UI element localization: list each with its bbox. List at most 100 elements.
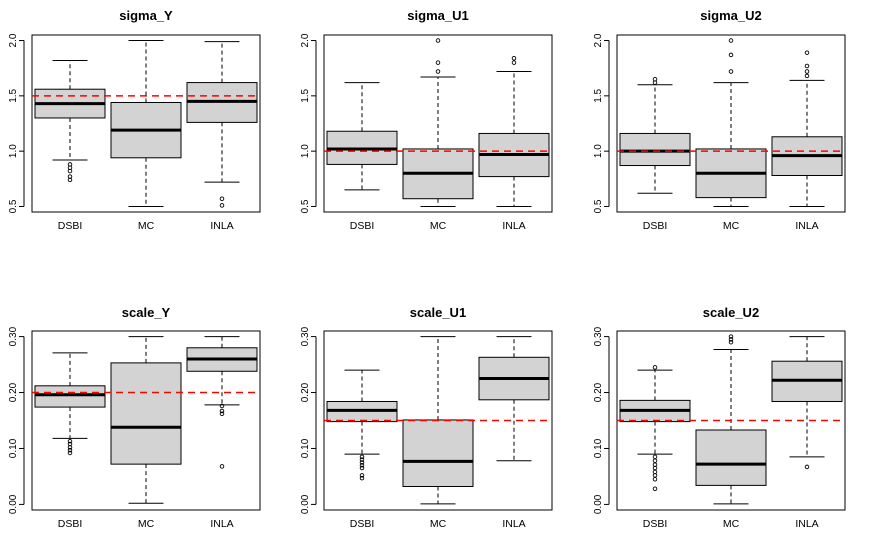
box-dsbi xyxy=(326,82,398,191)
iqr-box xyxy=(110,362,182,465)
x-tick-label: INLA xyxy=(795,518,818,530)
outlier-point xyxy=(728,69,734,74)
box-mc xyxy=(110,40,182,207)
y-tick-label: 2.0 xyxy=(300,33,311,47)
x-tick-label: MC xyxy=(723,518,740,530)
iqr-box xyxy=(695,429,767,486)
outlier-point xyxy=(67,441,73,447)
y-tick-label: 1.0 xyxy=(8,144,19,158)
x-tick-label: MC xyxy=(138,518,155,530)
outlier-point xyxy=(219,464,225,469)
box-mc xyxy=(695,38,767,207)
iqr-box xyxy=(619,132,691,167)
panel-title: sigma_U1 xyxy=(407,8,468,23)
y-tick-label: 0.5 xyxy=(8,199,19,213)
x-tick-label: MC xyxy=(138,220,155,232)
y-tick-label: 0.10 xyxy=(8,438,19,458)
outlier-point xyxy=(219,203,225,208)
panel-title: scale_Y xyxy=(122,305,171,320)
iqr-box xyxy=(34,385,106,408)
outlier-point xyxy=(652,76,658,82)
outlier-point xyxy=(67,438,73,444)
outlier-point xyxy=(728,337,734,342)
outlier-point xyxy=(359,465,365,471)
outlier-point xyxy=(511,60,517,65)
plot-frame xyxy=(616,34,846,213)
y-tick-label: 1.0 xyxy=(593,144,604,158)
outlier-point xyxy=(652,458,658,464)
outlier-point xyxy=(804,73,810,79)
y-tick-label: 0.20 xyxy=(8,382,19,402)
outlier-point xyxy=(67,162,73,167)
box-inla xyxy=(478,336,550,462)
y-tick-label: 0.30 xyxy=(593,326,604,346)
outlier-point xyxy=(359,475,365,481)
outlier-point xyxy=(728,38,734,43)
outlier-point xyxy=(511,55,517,61)
outlier-point xyxy=(219,403,225,409)
x-tick-label: INLA xyxy=(502,518,525,530)
x-tick-label: MC xyxy=(430,518,447,530)
box-inla xyxy=(771,336,843,470)
outlier-point xyxy=(359,463,365,468)
box-mc xyxy=(695,334,767,505)
box-dsbi xyxy=(326,369,398,481)
outlier-point xyxy=(804,50,810,55)
plot-frame xyxy=(31,330,261,511)
box-dsbi xyxy=(619,76,691,194)
panel-title: scale_U1 xyxy=(410,305,466,320)
outlier-point xyxy=(67,447,73,453)
x-tick-label: DSBI xyxy=(643,220,668,232)
outlier-point xyxy=(67,174,73,179)
outlier-point xyxy=(359,454,365,460)
panel-title: sigma_Y xyxy=(119,8,173,23)
y-tick-label: 0.30 xyxy=(8,326,19,346)
outlier-point xyxy=(435,38,441,43)
y-tick-label: 0.10 xyxy=(593,438,604,458)
box-mc xyxy=(110,336,182,504)
outlier-point xyxy=(435,69,441,74)
x-tick-label: INLA xyxy=(795,220,818,232)
x-tick-label: INLA xyxy=(502,220,525,232)
box-inla xyxy=(186,336,258,469)
box-dsbi xyxy=(34,59,106,183)
plot-frame xyxy=(31,34,261,213)
panel-title: scale_U2 xyxy=(703,305,759,320)
outlier-point xyxy=(219,408,225,414)
panel-sigma-u2: sigma_U2 0.5 1.0 1.5 2.0 DSBI MC INLA xyxy=(593,8,846,232)
panel-sigma-y: sigma_Y 0.5 1.0 1.5 2.0 DSBI MC INLA xyxy=(8,8,261,232)
y-tick-label: 0.5 xyxy=(593,199,604,213)
x-tick-label: INLA xyxy=(210,220,233,232)
y-tick-label: 0.10 xyxy=(300,438,311,458)
y-tick-label: 0.20 xyxy=(593,382,604,402)
outlier-point xyxy=(652,476,658,482)
y-tick-label: 0.00 xyxy=(8,494,19,514)
box-inla xyxy=(478,55,550,207)
y-tick-label: 0.00 xyxy=(300,494,311,514)
x-tick-label: DSBI xyxy=(350,220,375,232)
box-dsbi xyxy=(619,365,691,491)
outlier-point xyxy=(359,457,365,462)
panel-scale-y: scale_Y 0.00 0.10 0.20 0.30 DSBI MC INLA xyxy=(8,305,261,530)
box-mc xyxy=(402,38,474,207)
x-tick-label: DSBI xyxy=(643,518,668,530)
outlier-point xyxy=(219,196,225,201)
x-tick-label: MC xyxy=(430,220,447,232)
outlier-point xyxy=(804,464,810,470)
y-tick-label: 0.5 xyxy=(300,199,311,213)
y-tick-label: 2.0 xyxy=(8,33,19,47)
y-tick-label: 2.0 xyxy=(593,33,604,47)
x-tick-label: DSBI xyxy=(58,518,83,530)
y-tick-label: 1.5 xyxy=(593,88,604,102)
outlier-point xyxy=(652,486,658,491)
y-tick-label: 1.5 xyxy=(300,88,311,102)
y-tick-label: 0.30 xyxy=(300,326,311,346)
y-tick-label: 0.00 xyxy=(593,494,604,514)
outlier-point xyxy=(435,60,441,65)
iqr-box xyxy=(402,419,474,488)
outlier-point xyxy=(652,454,658,460)
x-tick-label: DSBI xyxy=(58,220,83,232)
outlier-point xyxy=(359,473,365,478)
outlier-point xyxy=(219,411,225,417)
